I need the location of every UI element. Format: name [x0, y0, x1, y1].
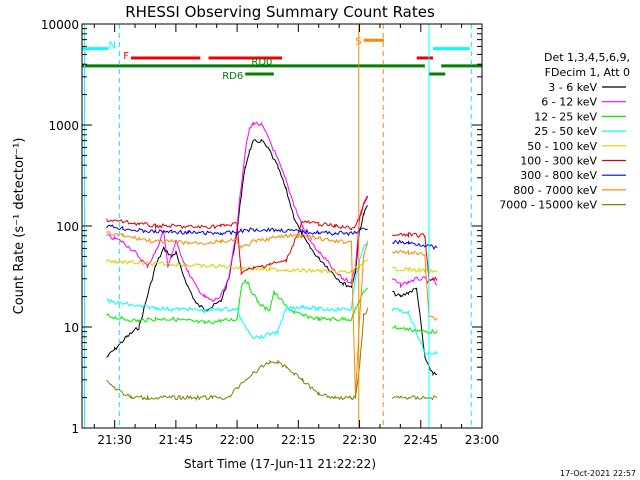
- y-tick-label-2: 10: [64, 321, 79, 335]
- x-axis: 21:30 21:45 22:00 22:15 22:30 22:45 23:00: [93, 24, 500, 447]
- x-tick-label-6: 22:45: [403, 433, 438, 447]
- x-axis-label: Start Time (17-Jun-11 21:22:22): [184, 457, 376, 471]
- y-tick-label-4: 1000: [48, 119, 79, 133]
- chart-title: RHESSI Observing Summary Count Rates: [125, 3, 435, 21]
- legend-header-line-2: FDecim 1, Att 0: [545, 66, 630, 79]
- flag-label-rd6: RD6: [222, 71, 243, 82]
- legend-header-line-1: Det 1,3,4,5,6,9,: [544, 51, 630, 64]
- y-tick-label-5: 10000: [41, 18, 79, 32]
- flags-group: NFSRD0RD6: [82, 36, 482, 82]
- x-tick-label-4: 22:15: [281, 433, 316, 447]
- flag-label-rd0: RD0: [251, 57, 272, 68]
- legend-label-9: 7000 - 15000 keV: [499, 199, 597, 212]
- y-tick-label-1: 1: [71, 422, 79, 436]
- flag-label-f: F: [123, 51, 129, 62]
- series-line-1: [106, 138, 438, 377]
- x-tick-label-5: 22:30: [342, 433, 377, 447]
- legend-label-6: 100 - 300 keV: [520, 155, 597, 168]
- y-axis-label: Count Rate (s⁻¹ detector⁻¹): [12, 138, 27, 315]
- legend-label-2: 6 - 12 keV: [541, 96, 597, 109]
- x-tick-label-2: 21:45: [159, 433, 194, 447]
- x-tick-label-7: 23:00: [465, 433, 500, 447]
- flag-label-n: N: [109, 41, 116, 52]
- legend-label-4: 25 - 50 keV: [534, 125, 597, 138]
- x-tick-label-3: 22:00: [220, 433, 255, 447]
- legend-label-3: 12 - 25 keV: [534, 110, 597, 123]
- footer-date: 17-Oct-2021 22:57: [560, 469, 636, 478]
- y-axis: 1 10 100 1000 10000: [41, 18, 482, 436]
- legend-label-1: 3 - 6 keV: [548, 81, 597, 94]
- legend-label-8: 800 - 7000 keV: [513, 184, 597, 197]
- legend-label-5: 50 - 100 keV: [527, 140, 597, 153]
- legend: Det 1,3,4,5,6,9, FDecim 1, Att 0 3 - 6 k…: [499, 51, 630, 212]
- legend-label-7: 300 - 800 keV: [520, 169, 597, 182]
- y-tick-label-3: 100: [56, 220, 79, 234]
- x-tick-label-1: 21:30: [97, 433, 132, 447]
